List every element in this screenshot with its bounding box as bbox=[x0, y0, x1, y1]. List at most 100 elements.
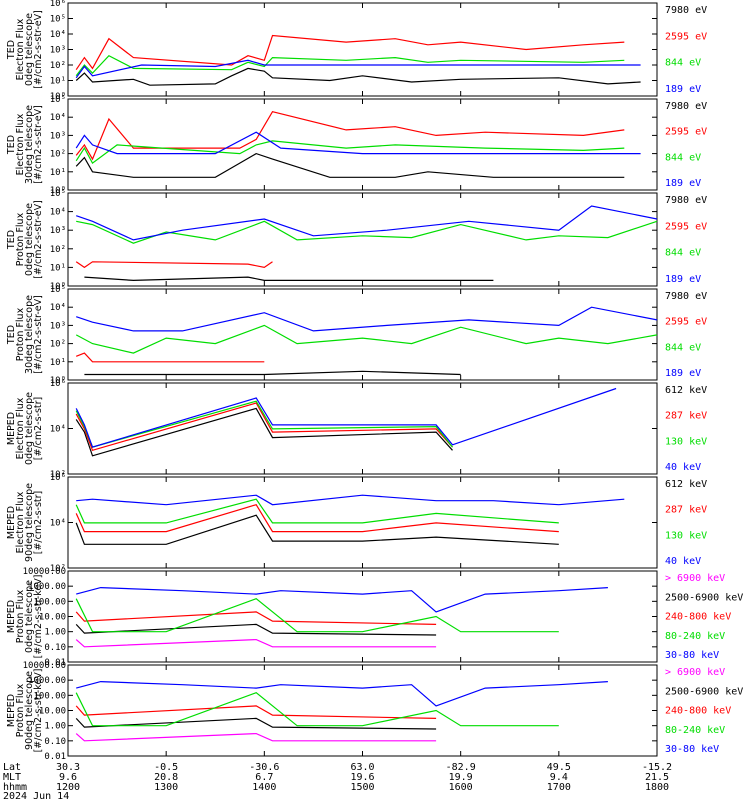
panel-2-ytick-label: 10⁰ bbox=[50, 186, 66, 196]
panel-5-ylabel-line: Electron Flux bbox=[15, 397, 26, 459]
x-tick-lat: 30.3 bbox=[56, 762, 80, 773]
panel-2-legend-2: 2595 eV bbox=[665, 127, 707, 138]
panel-4-ytick-label: 10⁵ bbox=[50, 285, 66, 295]
panel-1-ytick-label: 10³ bbox=[50, 46, 66, 56]
panel-4-ytick-label: 10¹ bbox=[50, 358, 66, 368]
panel-7-ylabel-line: [#/cm2-s-str-keV] bbox=[33, 575, 44, 659]
panel-3-series-3 bbox=[76, 220, 658, 244]
panel-3-ylabel-line: TED bbox=[6, 230, 17, 250]
panel-4-frame bbox=[67, 288, 658, 381]
panel-6-legend-4: 40 keV bbox=[665, 556, 701, 567]
panel-3-ytick-label: 10⁵ bbox=[50, 189, 66, 199]
panel-7-ytick-label: 10.00 bbox=[39, 613, 66, 623]
panel-6-ytick-label: 10² bbox=[50, 564, 66, 574]
panel-1-ylabel-line: 0deg telescope bbox=[24, 13, 35, 86]
panel-8-series-2 bbox=[75, 717, 437, 730]
panel-2-legend-4: 189 eV bbox=[665, 178, 701, 189]
panel-5-series-2 bbox=[75, 402, 453, 452]
panel-8-frame bbox=[67, 664, 658, 757]
panel-7-ytick-label: 0.10 bbox=[44, 643, 66, 653]
panel-3-ytick-label: 10¹ bbox=[50, 263, 66, 273]
panel-1-ytick-label: 10⁶ bbox=[50, 0, 66, 9]
panel-6-legend-1: 612 keV bbox=[665, 479, 707, 490]
panel-8-legend-5: 30-80 keV bbox=[665, 744, 719, 755]
panel-7-ytick-label: 1.00 bbox=[44, 628, 66, 638]
panel-3-series-1 bbox=[84, 276, 494, 282]
panel-7-ytick-label: 100.00 bbox=[33, 597, 66, 607]
panel-8-legend-3: 240-800 keV bbox=[665, 706, 731, 717]
panel-8-legend-1: > 6900 keV bbox=[665, 667, 725, 678]
panel-2-series-1 bbox=[75, 152, 625, 178]
panel-7-legend-1: > 6900 keV bbox=[665, 573, 725, 584]
panel-7-series-2 bbox=[75, 623, 437, 636]
panel-2-ytick-label: 10² bbox=[50, 150, 66, 160]
panel-7-legend-4: 80-240 keV bbox=[665, 631, 725, 642]
panel-3-ytick-label: 10² bbox=[50, 245, 66, 255]
panel-3-ylabel-line: [#/cm2-s-str-eV] bbox=[33, 200, 44, 279]
panel-7-series-4 bbox=[75, 598, 559, 633]
panel-6-ytick-label: 10⁶ bbox=[50, 473, 66, 483]
x-tick-lat: -30.6 bbox=[249, 762, 279, 773]
panel-8-ylabel-line: 90deg telescope bbox=[24, 671, 35, 750]
panel-3-frame bbox=[67, 192, 658, 287]
panel-2-ytick-label: 10⁴ bbox=[50, 113, 66, 123]
panel-4-ylabel-line: 30deg telescope bbox=[24, 295, 35, 374]
panel-6-legend-2: 287 keV bbox=[665, 505, 707, 516]
panel-7-series-3 bbox=[75, 611, 437, 625]
panel-8-ytick-label: 100.00 bbox=[33, 691, 66, 701]
panel-5-legend-2: 287 keV bbox=[665, 411, 707, 422]
panel-1-series-4 bbox=[75, 59, 641, 79]
panel-3-legend-2: 2595 eV bbox=[665, 221, 707, 232]
panel-5-series-4 bbox=[75, 387, 617, 448]
panel-4-ytick-label: 10⁴ bbox=[50, 303, 66, 313]
x-tick-lat: -82.9 bbox=[446, 762, 476, 773]
panel-3-series-2 bbox=[75, 261, 273, 269]
panel-1-ylabel-line: [#/cm2-s-str-eV] bbox=[33, 10, 44, 89]
x-tick-lat: -0.5 bbox=[154, 762, 178, 773]
panel-7-ytick-label: 1000.00 bbox=[28, 582, 66, 592]
panel-1-legend-2: 2595 eV bbox=[665, 31, 707, 42]
panel-5-legend-1: 612 keV bbox=[665, 385, 707, 396]
panel-3-legend-1: 7980 eV bbox=[665, 195, 707, 206]
panel-7-series-5 bbox=[76, 586, 608, 613]
x-tick-lat: 49.5 bbox=[547, 762, 571, 773]
x-tick-hhmm: 1200 bbox=[56, 782, 80, 793]
panel-2-legend-3: 844 eV bbox=[665, 152, 701, 163]
panel-2-frame bbox=[67, 98, 658, 191]
panel-4-series-4 bbox=[76, 306, 658, 332]
panel-2-legend-1: 7980 eV bbox=[665, 101, 707, 112]
panel-3-ytick-label: 10⁰ bbox=[50, 282, 66, 292]
panel-1-series-3 bbox=[75, 54, 625, 77]
panel-5-ylabel-line: MEPED bbox=[6, 412, 17, 445]
panel-4-legend-1: 7980 eV bbox=[665, 291, 707, 302]
panel-1-ylabel-line: TED bbox=[6, 40, 17, 60]
panel-1-ytick-label: 10⁰ bbox=[50, 92, 66, 102]
panel-1-ytick-label: 10⁵ bbox=[50, 15, 66, 25]
x-tick-hhmm: 1300 bbox=[154, 782, 178, 793]
panel-6-legend-3: 130 keV bbox=[665, 530, 707, 541]
panel-4-ytick-label: 10³ bbox=[50, 321, 66, 331]
panel-7-legend-3: 240-800 keV bbox=[665, 612, 731, 623]
panel-6-series-2 bbox=[75, 503, 559, 533]
x-tick-mlt: 9.4 bbox=[550, 772, 568, 783]
panel-1-ytick-label: 10² bbox=[50, 61, 66, 71]
panel-2-ytick-label: 10⁵ bbox=[50, 95, 66, 105]
panel-3-ylabel-line: Proton Flux bbox=[15, 212, 26, 266]
panel-3-ytick-label: 10³ bbox=[50, 226, 66, 236]
panel-3-legend-4: 189 eV bbox=[665, 274, 701, 285]
x-tick-hhmm: 1400 bbox=[252, 782, 276, 793]
x-tick-lat: 63.0 bbox=[350, 762, 374, 773]
panel-8-ytick-label: 10.00 bbox=[39, 707, 66, 717]
panel-3-ylabel-line: 0deg telescope bbox=[24, 203, 35, 276]
panel-4-series-1 bbox=[84, 370, 461, 376]
x-tick-mlt: 9.6 bbox=[59, 772, 77, 783]
panel-5-legend-3: 130 keV bbox=[665, 436, 707, 447]
panel-2-ylabel-line: Electron Flux bbox=[15, 113, 26, 175]
x-tick-mlt: 19.9 bbox=[449, 772, 473, 783]
panel-4-ytick-label: 10² bbox=[50, 340, 66, 350]
panel-8-ytick-label: 1000.00 bbox=[28, 676, 66, 686]
x-tick-hhmm: 1800 bbox=[645, 782, 669, 793]
panel-2-ylabel-line: TED bbox=[6, 135, 17, 155]
panel-3-series-4 bbox=[76, 205, 658, 241]
